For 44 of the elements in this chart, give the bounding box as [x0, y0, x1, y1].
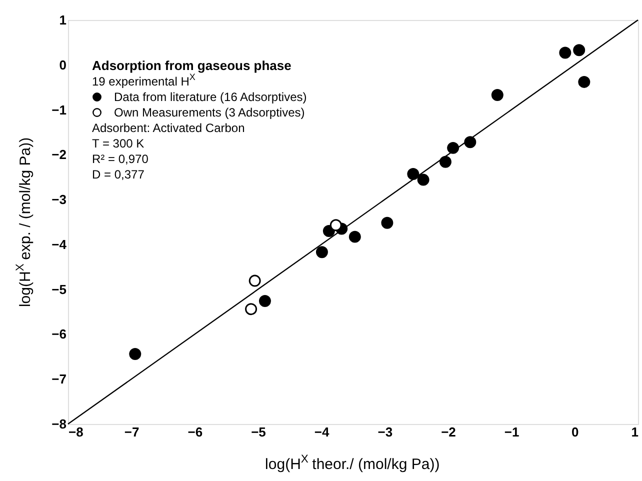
x-tick-label: −5	[251, 424, 266, 440]
y-axis-title: log(HX exp. / (mol/kg Pa))	[14, 137, 34, 308]
point	[316, 246, 328, 258]
point	[447, 142, 460, 154]
point	[258, 295, 271, 307]
y-tick-label: −6	[52, 326, 66, 342]
x-tick-label: −6	[188, 424, 203, 440]
annotation: T = 300 K	[92, 136, 144, 150]
annotation: Adsorbent: Activated Carbon	[92, 121, 245, 135]
point	[129, 348, 142, 360]
x-tick-label: −7	[124, 424, 140, 440]
y-tick-label: −1	[52, 102, 66, 118]
point	[330, 219, 342, 232]
point	[407, 168, 420, 180]
y-tick-label: −7	[52, 372, 66, 387]
x-tick-label: −3	[378, 424, 393, 440]
y-tick-label: 0	[59, 57, 66, 72]
point	[417, 174, 430, 186]
point	[348, 230, 361, 243]
x-tick-label: 1	[631, 424, 638, 440]
y-tick-label: −5	[52, 282, 66, 297]
point	[245, 303, 258, 316]
y-tick-label: −3	[52, 192, 66, 208]
point	[381, 216, 394, 229]
point	[439, 156, 452, 168]
x-tick-label: −8	[68, 424, 84, 440]
x-tick-label: −4	[314, 424, 330, 440]
point	[578, 76, 590, 88]
legend-label: Data from literature (16 Adsorptives)	[114, 90, 307, 104]
annotation: R² = 0,970	[92, 152, 149, 166]
y-tick-label: −2	[52, 147, 66, 162]
legend-label: Own Measurements (3 Adsorptives)	[114, 106, 305, 120]
y-tick-label: 1	[59, 12, 66, 28]
x-tick-label: −2	[441, 424, 456, 440]
point	[559, 46, 572, 59]
y-tick-label: −4	[52, 236, 68, 252]
point	[573, 44, 586, 56]
x-tick-label: −1	[504, 424, 520, 440]
point	[248, 274, 261, 287]
point	[464, 136, 476, 148]
annotation: D = 0,377	[92, 168, 145, 182]
point	[491, 88, 504, 101]
annotation: Adsorption from gaseous phase	[92, 58, 292, 73]
x-tick-label: 0	[572, 424, 579, 440]
